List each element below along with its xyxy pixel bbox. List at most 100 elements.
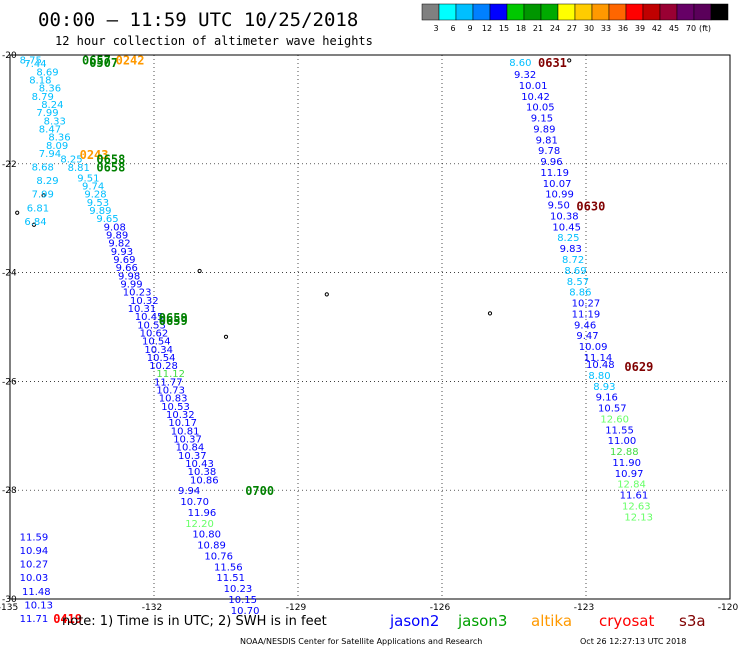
wave-height-label: 10.37 [173, 435, 202, 446]
island-marker [223, 334, 229, 339]
wave-height-label: 9.16 [596, 393, 618, 404]
legend-swatch [574, 3, 593, 21]
wave-height-label: 8.36 [39, 84, 61, 95]
wave-height-label: 11.12 [156, 369, 185, 380]
wave-height-label: 9.89 [89, 206, 111, 217]
wave-height-label: 9.93 [111, 247, 133, 258]
wave-height-label: 10.57 [598, 404, 627, 415]
footer-note: note: 1) Time is in UTC; 2) SWH is in fe… [62, 614, 327, 629]
wave-height-label: 8.29 [36, 176, 58, 187]
x-tick-label: -126 [430, 603, 451, 613]
wave-height-label: 9.65 [96, 214, 118, 225]
legend-label: 42 [652, 24, 662, 33]
wave-height-label: 9.15 [531, 114, 553, 125]
y-tick-label: -22 [2, 160, 17, 170]
pass-time-label: 0659 [159, 314, 188, 328]
wave-height-label: 8.33 [44, 116, 66, 127]
wave-height-label: 9.74 [82, 182, 104, 193]
x-tick-label: -132 [142, 603, 162, 613]
wave-height-label: 10.34 [144, 345, 173, 356]
wave-height-label: 8.80 [588, 371, 610, 382]
wave-height-label: 9.89 [106, 231, 128, 242]
legend-label: 33 [601, 24, 611, 33]
wave-height-label: 10.03 [20, 573, 49, 584]
wave-height-label: 10.42 [521, 92, 550, 103]
satellite-legend: jason2 jason3 altika cryosat s3a [389, 612, 706, 630]
wave-height-label: 6.84 [24, 217, 46, 228]
wave-height-label: 7.99 [36, 108, 58, 119]
wave-height-label: 10.38 [188, 467, 217, 478]
satellite-name: s3a [679, 612, 706, 630]
satellite-name: jason2 [389, 612, 439, 630]
wave-height-label: 10.53 [137, 320, 166, 331]
wave-height-label: 10.07 [543, 179, 572, 190]
wave-height-label: 11.55 [605, 425, 634, 436]
wave-height-label: 10.54 [142, 337, 171, 348]
wave-height-label: 10.70 [180, 497, 209, 508]
wave-height-label: 6.81 [27, 203, 49, 214]
wave-height-label: 8.25 [557, 233, 579, 244]
pass-time-label: 0419 [53, 612, 82, 626]
right-track: 8.609.3210.0110.4210.059.159.899.819.789… [509, 58, 653, 523]
wave-height-label: 11.19 [572, 309, 601, 320]
wave-height-label: 10.27 [20, 560, 49, 571]
wave-height-label: 10.45 [552, 222, 581, 233]
pass-time-label: 0631 [538, 56, 567, 70]
wave-height-label: 9.28 [84, 190, 106, 201]
legend-label: 39 [635, 24, 645, 33]
legend-label: (ft) [699, 24, 711, 33]
legend-swatch [455, 3, 474, 21]
legend-swatch [557, 3, 576, 21]
wave-height-label: 10.01 [519, 81, 548, 92]
wave-height-label: 9.32 [514, 70, 536, 81]
wave-height-label: 8.36 [48, 133, 70, 144]
wave-height-label: 8.09 [46, 141, 68, 152]
legend-label: 18 [516, 24, 526, 33]
wave-height-label: 10.73 [156, 386, 185, 397]
y-tick-label: -28 [2, 486, 17, 496]
legend-swatch [659, 3, 678, 21]
wave-height-label: 10.53 [161, 402, 190, 413]
legend-label: 36 [618, 24, 628, 33]
wave-height-label: 9.69 [113, 255, 135, 266]
pass-time-label: 0658 [96, 161, 125, 175]
wave-height-label: 10.13 [24, 600, 53, 611]
footer-timestamp: Oct 26 12:27:13 UTC 2018 [580, 637, 686, 646]
y-tick-label: -20 [2, 51, 17, 61]
wave-height-label: 10.80 [192, 530, 221, 541]
wave-height-label: 10.32 [166, 410, 195, 421]
legend-label: 3 [433, 24, 438, 33]
wave-height-label: 12.63 [622, 501, 651, 512]
legend-label: 6 [450, 24, 455, 33]
wave-height-label: 11.14 [584, 353, 613, 364]
wave-height-label: 8.79 [32, 92, 54, 103]
wave-height-label: 8.24 [41, 100, 63, 111]
left-blue-track: 9.519.749.289.539.899.659.089.899.829.93… [77, 173, 259, 616]
legend-swatch [472, 3, 491, 21]
wave-height-label: 10.38 [550, 211, 579, 222]
wave-height-label: 9.51 [77, 173, 99, 184]
wave-height-label: 11.59 [20, 532, 49, 543]
wave-height-label: 10.32 [130, 296, 159, 307]
wave-height-label: 10.31 [128, 304, 157, 315]
wave-height-label: 8.75 [20, 55, 42, 66]
left-cyan-track: 8.757.448.698.188.368.798.247.998.338.47… [20, 55, 90, 228]
wave-height-label: 9.47 [576, 331, 598, 342]
pass-time-label: 0629 [624, 360, 653, 374]
chart-subtitle: 12 hour collection of altimeter wave hei… [55, 34, 373, 48]
island-marker [31, 222, 37, 227]
legend-label: 15 [499, 24, 509, 33]
wave-height-label: 10.84 [176, 443, 205, 454]
satellite-name: cryosat [599, 612, 654, 630]
wave-height-label: 10.94 [20, 546, 49, 557]
wave-height-label: 10.81 [171, 426, 200, 437]
wave-height-label: 9.81 [536, 135, 558, 146]
x-tick-label: -120 [718, 603, 739, 613]
island-marker [197, 268, 202, 274]
wave-height-label: 9.08 [104, 222, 126, 233]
legend-swatch [523, 3, 542, 21]
wave-height-label: 9.53 [87, 198, 109, 209]
bottom-left-track: 11.59 10.94 10.27 10.03 11.48 10.13 11.71 [20, 532, 53, 625]
wave-height-label: 10.27 [572, 299, 601, 310]
